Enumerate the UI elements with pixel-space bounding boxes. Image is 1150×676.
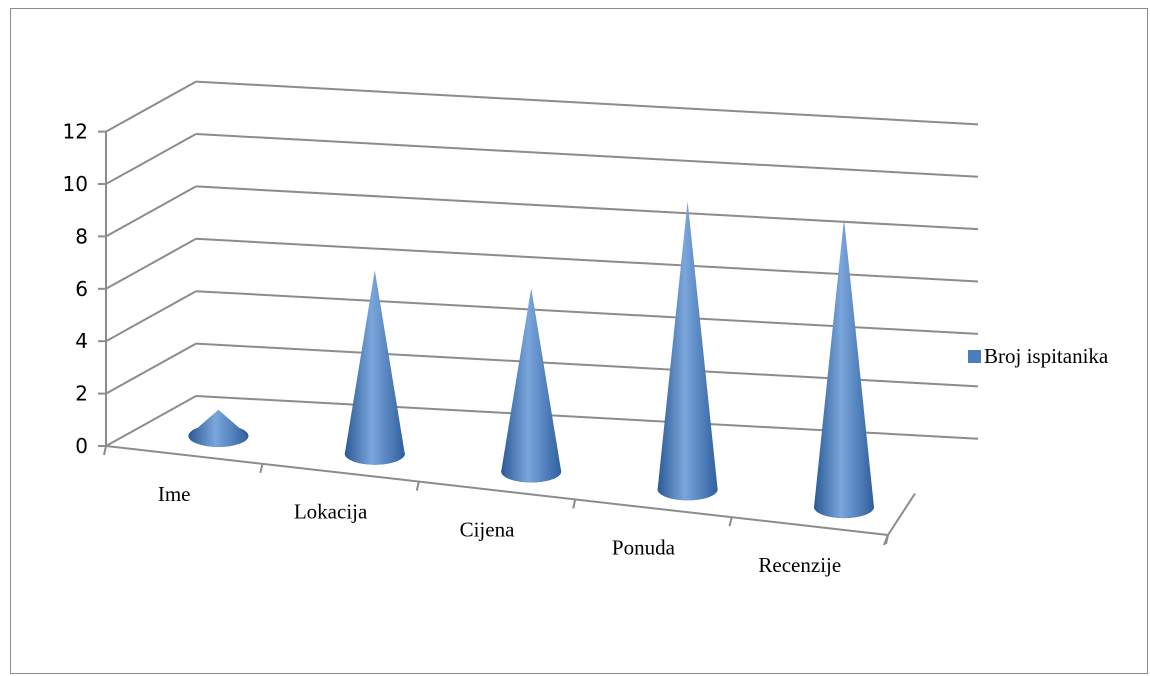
- y-tick-label: 2: [75, 382, 88, 406]
- side-gridline: [105, 185, 197, 238]
- cone-body: [344, 270, 405, 465]
- y-tick-label: 12: [63, 120, 88, 144]
- category-label: Ponuda: [612, 535, 676, 559]
- x-axis-categories: Ime Lokacija Cijena Ponuda Recenzije: [103, 445, 889, 577]
- legend-swatch: [968, 350, 981, 363]
- cone-body: [814, 218, 874, 519]
- side-gridline: [105, 133, 197, 185]
- cone-mark: [814, 218, 874, 519]
- x-tick-mark: [885, 534, 889, 545]
- y-axis-ticks: 0 2 4 6 8 10 12: [63, 120, 106, 458]
- x-tick-mark: [259, 463, 264, 474]
- category-label: Cijena: [460, 518, 515, 542]
- side-gridline: [105, 342, 197, 395]
- side-gridline: [105, 395, 197, 447]
- floor-front-edge: [105, 445, 889, 536]
- legend-label: Broj ispitanika: [984, 344, 1109, 368]
- cone-mark: [344, 270, 405, 465]
- y-tick-label: 0: [75, 434, 88, 458]
- x-tick-mark: [103, 445, 107, 456]
- cone-body: [501, 288, 562, 483]
- floor-right-edge: [887, 492, 916, 536]
- side-gridline: [105, 237, 197, 290]
- y-tick-label: 8: [75, 224, 88, 248]
- category-label: Ime: [158, 482, 191, 506]
- legend: Broj ispitanika: [968, 344, 1108, 369]
- side-gridline: [105, 80, 197, 133]
- cone-mark: [501, 288, 562, 483]
- back-gridline: [195, 237, 979, 283]
- back-gridline: [195, 133, 979, 178]
- cone-mark: [657, 201, 718, 501]
- y-tick-label: 10: [63, 172, 88, 196]
- chart-frame: 0 2 4 6 8 10 12 Ime Lokacija Cijena Ponuda Recenzi…: [10, 8, 1148, 674]
- category-label: Recenzije: [758, 553, 841, 577]
- y-tick-label: 4: [75, 329, 88, 353]
- back-gridline: [195, 80, 979, 126]
- x-tick-mark: [728, 516, 733, 527]
- axes-and-grid: [105, 80, 979, 546]
- x-tick-mark: [572, 499, 577, 509]
- back-gridline: [195, 290, 979, 335]
- cone-body: [657, 201, 718, 501]
- category-label: Lokacija: [294, 500, 368, 524]
- cone-mark: [188, 409, 249, 447]
- x-tick-mark: [415, 481, 420, 491]
- back-gridline: [195, 185, 979, 231]
- y-tick-label: 6: [75, 277, 88, 301]
- cone-chart: 0 2 4 6 8 10 12 Ime Lokacija Cijena Ponuda Recenzi…: [63, 80, 979, 577]
- chart-series: [188, 201, 874, 519]
- side-gridline: [105, 290, 197, 343]
- cone-body: [188, 409, 249, 447]
